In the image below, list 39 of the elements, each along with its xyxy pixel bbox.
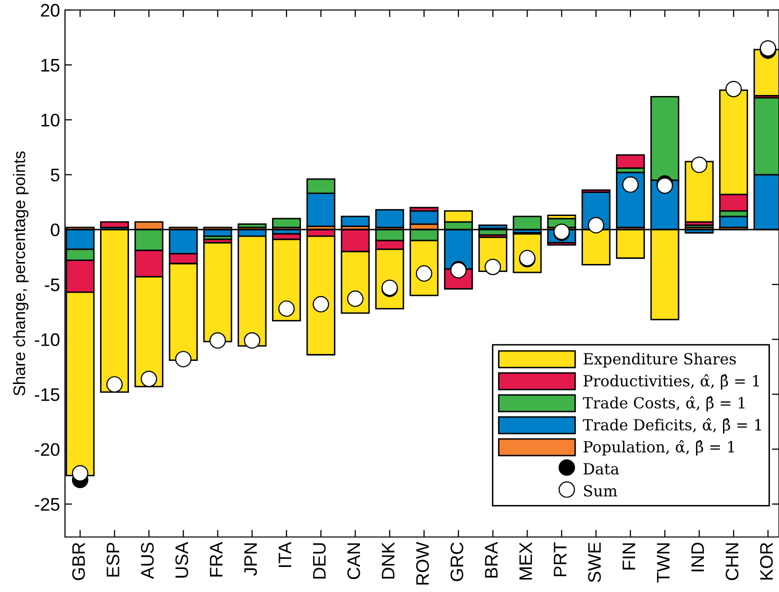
- x-tick-label: CHN: [726, 543, 738, 580]
- x-tick-label: TWN: [657, 543, 670, 583]
- y-axis-title: Share change, percentage points: [12, 151, 28, 396]
- legend-label: Population, α̂, β̂ = 1: [584, 440, 734, 456]
- x-tick-label: ITA: [278, 542, 292, 567]
- x-tick-label: FRA: [210, 542, 222, 576]
- legend-label: Expenditure Shares: [584, 352, 736, 368]
- y-tick-label: 0: [50, 224, 60, 236]
- x-tick-label: KOR: [760, 542, 773, 580]
- x-tick-label: DNK: [382, 542, 394, 579]
- legend-label: Productivities, α̂, β̂ = 1: [584, 374, 759, 390]
- x-tick-label: ESP: [106, 542, 120, 577]
- x-tick-label: AUS: [140, 542, 154, 579]
- legend-label: Data: [584, 463, 619, 475]
- legend-label: Trade Deficits, α̂, β̂ = 1: [582, 418, 761, 434]
- x-tick-label: JPN: [244, 543, 257, 576]
- x-tick-label: USA: [175, 542, 188, 578]
- y-tick-label: 20: [40, 4, 60, 17]
- y-tick-label: 5: [50, 168, 60, 182]
- x-tick-label: CAN: [347, 543, 360, 580]
- y-tick-label: -15: [34, 388, 60, 401]
- x-tick-label: ROW: [416, 542, 429, 585]
- x-tick-label: MEX: [519, 542, 532, 580]
- y-tick-label: -10: [34, 333, 60, 346]
- x-tick-label: SWE: [588, 542, 601, 582]
- x-tick-label: IND: [691, 542, 704, 572]
- x-tick-label: GRC: [450, 542, 464, 582]
- y-tick-label: 15: [41, 59, 60, 72]
- y-tick-label: 10: [41, 114, 60, 127]
- x-tick-label: GBR: [72, 542, 85, 580]
- x-tick-label: PRT: [554, 542, 566, 576]
- y-tick-label: -5: [44, 278, 60, 292]
- legend-label: Trade Costs, α̂, β̂ = 1: [582, 396, 744, 412]
- legend-label: Sum: [584, 484, 618, 497]
- x-tick-label: BRA: [485, 542, 498, 578]
- y-tick-label: -25: [34, 498, 60, 511]
- x-tick-label: DEU: [313, 543, 326, 579]
- x-tick-label: FIN: [622, 543, 636, 570]
- y-tick-label: -20: [34, 443, 60, 456]
